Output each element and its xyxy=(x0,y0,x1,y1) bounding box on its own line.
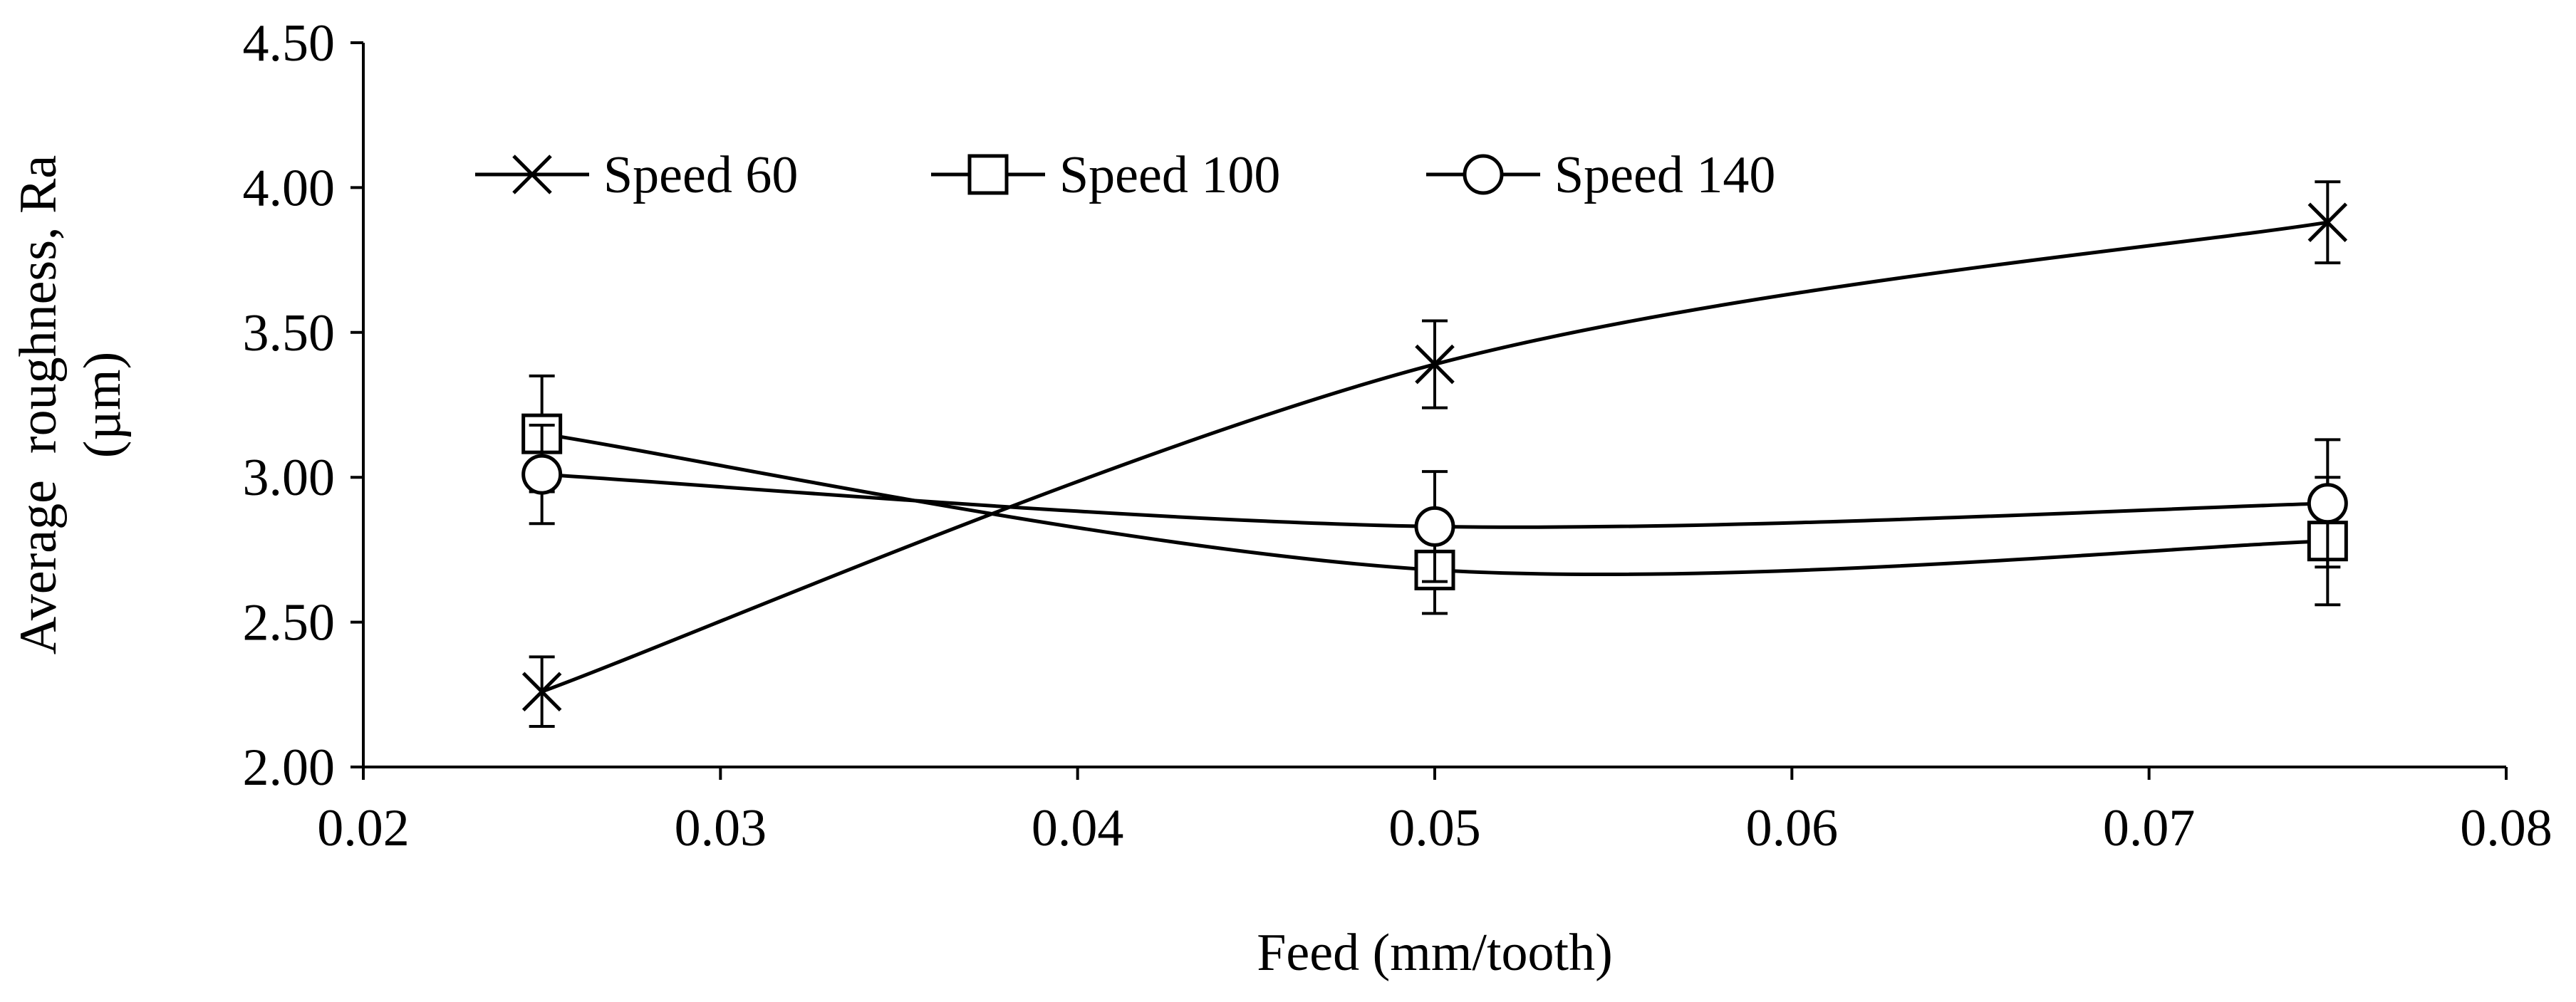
data-point-speed-60 xyxy=(521,672,562,711)
legend-label: Speed 100 xyxy=(1059,146,1280,204)
legend-label: Speed 60 xyxy=(603,146,798,204)
y-tick-label: 4.50 xyxy=(243,14,336,73)
x-tick-label: 0.04 xyxy=(1032,799,1124,857)
x-axis-ticks: 0.02 0.03 0.04 0.05 0.06 0.07 0.08 xyxy=(317,767,2552,857)
y-axis-title-line-1: Average roughness, Ra xyxy=(9,155,68,654)
x-tick-label: 0.07 xyxy=(2103,799,2196,857)
data-point-speed-140 xyxy=(2307,483,2348,524)
series-speed-60 xyxy=(521,180,2348,729)
legend: Speed 60 Speed 100 Speed 140 xyxy=(475,146,1775,204)
data-point-speed-140 xyxy=(521,454,563,495)
legend-item-speed-60: Speed 60 xyxy=(475,146,798,204)
data-point-speed-60 xyxy=(1415,344,1455,385)
legend-item-speed-140: Speed 140 xyxy=(1426,146,1775,204)
series-line-speed-60 xyxy=(541,220,2328,694)
legend-marker-speed-100 xyxy=(967,154,1009,195)
legend-label: Speed 140 xyxy=(1554,146,1775,204)
legend-marker-speed-140 xyxy=(1463,154,1504,195)
legend-item-speed-100: Speed 100 xyxy=(931,146,1280,204)
y-axis-title-line-2: (µm) xyxy=(73,352,132,458)
y-tick-label: 2.00 xyxy=(243,739,336,797)
y-axis-ticks: 2.00 2.50 3.00 3.50 4.00 4.50 xyxy=(243,14,363,797)
x-tick-label: 0.06 xyxy=(1746,799,1839,857)
x-tick-label: 0.02 xyxy=(317,799,410,857)
x-tick-label: 0.03 xyxy=(675,799,767,857)
series-speed-140 xyxy=(521,423,2348,583)
data-point-speed-60 xyxy=(2307,202,2348,242)
y-tick-label: 3.00 xyxy=(243,449,336,507)
y-tick-label: 4.00 xyxy=(243,159,336,217)
y-tick-label: 3.50 xyxy=(243,304,336,362)
data-point-speed-140 xyxy=(1414,506,1455,547)
y-tick-label: 2.50 xyxy=(243,594,336,652)
x-tick-label: 0.08 xyxy=(2460,799,2552,857)
x-tick-label: 0.05 xyxy=(1388,799,1481,857)
x-axis-title: Feed (mm/tooth) xyxy=(1257,924,1612,982)
legend-marker-speed-60 xyxy=(512,155,552,194)
data-series xyxy=(521,180,2348,729)
